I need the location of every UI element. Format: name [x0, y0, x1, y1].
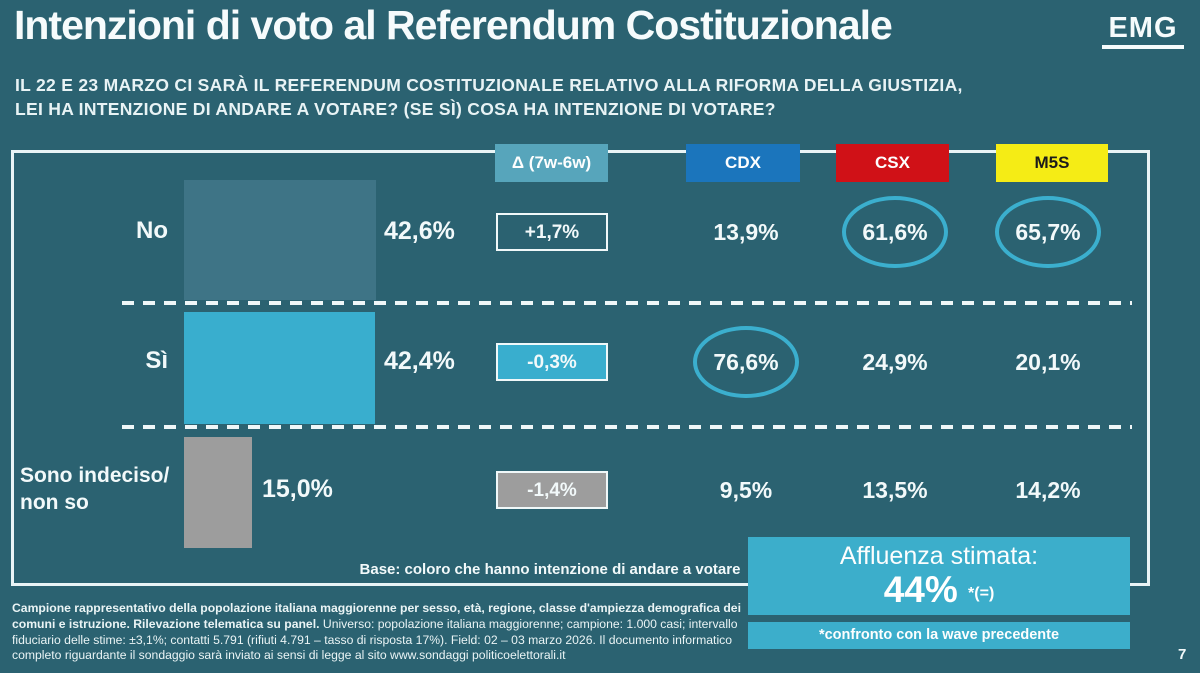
row-label-si: Sì: [145, 347, 168, 374]
page-title: Intenzioni di voto al Referendum Costitu…: [14, 2, 893, 48]
column-header-m5s: M5S: [996, 144, 1108, 182]
cell-no-cdx: 13,9%: [713, 219, 779, 245]
total-value-si: 42,4%: [384, 347, 455, 375]
cell-si-cdx: 76,6%: [681, 345, 811, 379]
methodology-footnote: Campione rappresentativo della popolazio…: [12, 601, 749, 664]
page-number: 7: [1178, 646, 1187, 663]
cell-si-csx: 24,9%: [862, 349, 928, 375]
delta-box-si: -0,3%: [496, 343, 608, 381]
cell-indeciso-m5s: 14,2%: [1015, 477, 1081, 503]
methodology-footnote-bold: Campione rappresentativo della popolazio…: [12, 601, 741, 631]
row-label-no: No: [136, 217, 168, 244]
emg-logo-text: EMG: [1108, 12, 1178, 44]
column-header-csx: CSX: [836, 144, 949, 182]
delta-box-no: +1,7%: [496, 213, 608, 251]
cell-indeciso-csx: 13,5%: [862, 477, 928, 503]
delta-box-indeciso: -1,4%: [496, 471, 608, 509]
survey-question-line2: LEI HA INTENZIONE DI ANDARE A VOTARE? (S…: [15, 99, 776, 119]
row-label-indeciso-line2: non so: [20, 491, 89, 514]
bar-indeciso: [184, 437, 252, 548]
column-header-delta: Δ (7w-6w): [495, 144, 608, 182]
bar-si: [184, 312, 375, 424]
column-header-cdx: CDX: [686, 144, 800, 182]
row-label-indeciso: Sono indeciso/ non so: [20, 462, 170, 516]
cell-no-m5s: 65,7%: [983, 215, 1113, 249]
turnout-box: Affluenza stimata: 44% *(=): [748, 537, 1130, 615]
turnout-value-number: 44%: [883, 569, 958, 610]
cell-no-csx: 61,6%: [830, 215, 960, 249]
base-note: Base: coloro che hanno intenzione di and…: [359, 561, 741, 578]
row-separator: [122, 301, 1132, 305]
row-separator: [122, 425, 1132, 429]
turnout-note-box: *confronto con la wave precedente: [748, 622, 1130, 649]
emg-logo-underline: [1102, 45, 1184, 49]
turnout-title: Affluenza stimata:: [839, 542, 1039, 570]
total-value-no: 42,6%: [384, 217, 455, 245]
cell-indeciso-cdx: 9,5%: [719, 477, 773, 503]
bar-no: [184, 180, 376, 300]
survey-question-line1: IL 22 E 23 MARZO CI SARÀ IL REFERENDUM C…: [15, 75, 963, 95]
row-label-indeciso-line1: Sono indeciso/: [20, 464, 170, 487]
emg-logo: EMG: [1102, 13, 1184, 49]
survey-question: IL 22 E 23 MARZO CI SARÀ IL REFERENDUM C…: [15, 73, 963, 121]
total-value-indeciso: 15,0%: [262, 475, 333, 503]
cell-si-m5s: 20,1%: [1015, 349, 1081, 375]
methodology-footnote-rest: Universo: popolazione italiana maggioren…: [12, 616, 738, 663]
turnout-value-suffix: *(=): [968, 585, 995, 602]
turnout-value: 44% *(=): [748, 571, 1130, 613]
